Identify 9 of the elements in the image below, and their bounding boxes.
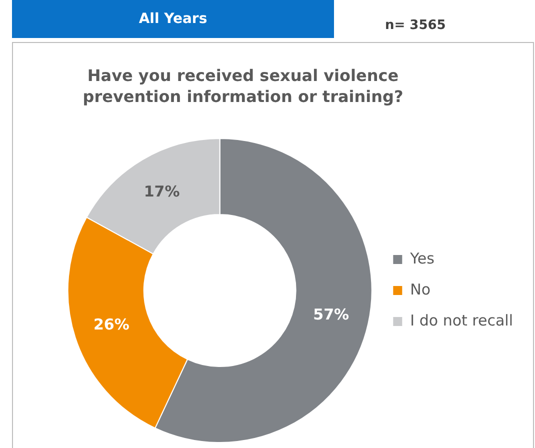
text: All Years xyxy=(12,0,334,38)
legend-label: Yes xyxy=(409,249,435,268)
legend-label: No xyxy=(410,280,431,298)
data-label: 26% xyxy=(93,316,130,334)
data-label: 17% xyxy=(144,182,180,200)
legend-label: I do not recall xyxy=(410,311,514,330)
data-label: 57% xyxy=(313,305,350,324)
chart-title: Have you received sexual violence prevention information or training? xyxy=(82,65,404,107)
text: n= 3565 xyxy=(385,18,446,33)
